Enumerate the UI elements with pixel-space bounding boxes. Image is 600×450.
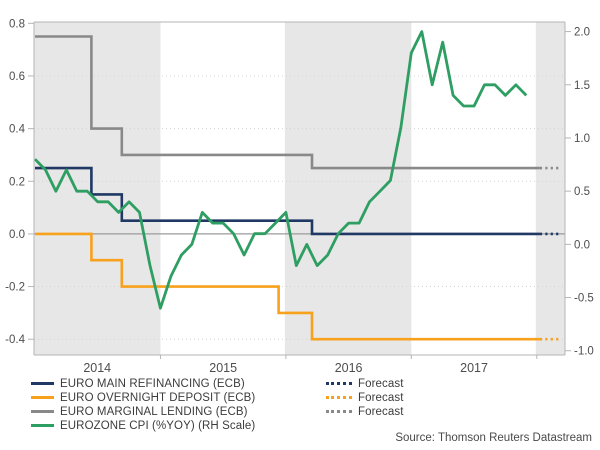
x-axis-year-label: 2015 xyxy=(209,361,237,375)
forecast-legend: Forecast Forecast Forecast xyxy=(326,377,404,419)
series-line-euro-marginal-lending-ecb- xyxy=(35,35,540,170)
legend-item-overnight-deposit: EURO OVERNIGHT DEPOSIT (ECB) xyxy=(31,391,255,404)
right-axis-label: 1.5 xyxy=(574,80,590,92)
legend-label-marginal-lending: EURO MARGINAL LENDING (ECB) xyxy=(60,405,248,418)
forecast-label-marginal-lending: Forecast xyxy=(358,405,404,418)
series-line-eurozone-cpi-yoy-rh-scale- xyxy=(34,30,528,310)
forecast-item-overnight-deposit: Forecast xyxy=(326,391,404,404)
forecast-swatch-marginal-lending xyxy=(326,410,352,413)
legend: EURO MAIN REFINANCING (ECB) EURO OVERNIG… xyxy=(31,377,255,433)
left-axis-label: 0.2 xyxy=(9,176,25,188)
left-axis-label: 0.0 xyxy=(9,229,25,241)
x-axis-year-label: 2016 xyxy=(335,361,363,375)
forecast-label-overnight-deposit: Forecast xyxy=(358,391,404,404)
forecast-swatch-overnight-deposit xyxy=(326,396,352,399)
legend-swatch-eurozone-cpi xyxy=(31,424,54,427)
forecast-swatch-main-refinancing xyxy=(326,382,352,385)
legend-item-main-refinancing: EURO MAIN REFINANCING (ECB) xyxy=(31,377,255,390)
x-axis-year-label: 2014 xyxy=(83,361,111,375)
year-shaded-band xyxy=(535,22,565,355)
legend-item-eurozone-cpi: EUROZONE CPI (%YOY) (RH Scale) xyxy=(31,419,255,432)
forecast-item-main-refinancing: Forecast xyxy=(326,377,404,390)
right-axis-label: 0.5 xyxy=(574,186,590,198)
legend-swatch-overnight-deposit xyxy=(31,396,54,399)
legend-item-marginal-lending: EURO MARGINAL LENDING (ECB) xyxy=(31,405,255,418)
source-note: Source: Thomson Reuters Datastream xyxy=(395,432,592,444)
left-axis-label: 0.8 xyxy=(9,18,25,30)
series-line-euro-overnight-deposit-ecb- xyxy=(35,232,540,341)
left-axis-label: -0.2 xyxy=(5,282,25,294)
legend-label-eurozone-cpi: EUROZONE CPI (%YOY) (RH Scale) xyxy=(60,419,256,432)
right-axis-label: 1.0 xyxy=(574,133,590,145)
forecast-item-marginal-lending: Forecast xyxy=(326,405,404,418)
left-axis-label: 0.4 xyxy=(9,124,26,136)
legend-swatch-main-refinancing xyxy=(31,382,54,385)
year-shaded-band xyxy=(284,22,412,355)
right-axis-label: 0.0 xyxy=(574,239,590,251)
legend-label-overnight-deposit: EURO OVERNIGHT DEPOSIT (ECB) xyxy=(60,391,256,404)
forecast-label-main-refinancing: Forecast xyxy=(358,377,404,390)
x-axis-year-label: 2017 xyxy=(460,361,488,375)
left-axis-label: -0.4 xyxy=(5,334,25,346)
legend-swatch-marginal-lending xyxy=(31,410,54,413)
legend-label-main-refinancing: EURO MAIN REFINANCING (ECB) xyxy=(60,377,245,390)
right-axis-label: -1.0 xyxy=(574,346,594,358)
right-axis-label: -0.5 xyxy=(574,293,594,305)
year-shaded-band xyxy=(34,22,161,355)
right-axis-label: 2.0 xyxy=(574,27,590,39)
left-axis-label: 0.6 xyxy=(9,71,25,83)
